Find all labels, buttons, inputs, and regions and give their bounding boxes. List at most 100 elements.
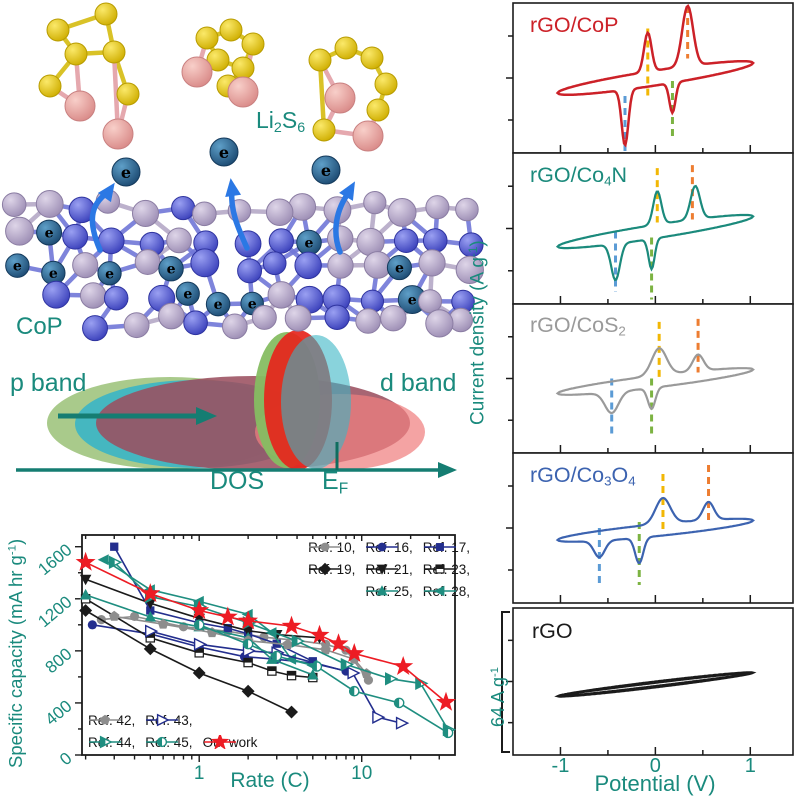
data-point-marker (378, 542, 387, 552)
data-point-marker (192, 666, 206, 680)
data-point-marker (97, 554, 109, 566)
li2s6-cluster (38, 2, 140, 150)
legend-entry: Ref. 21, (365, 562, 412, 577)
data-point-marker (395, 716, 410, 730)
p-atom (158, 302, 185, 330)
data-point-marker (144, 611, 156, 622)
data-point-marker (376, 585, 388, 596)
data-point-marker (100, 736, 106, 748)
p-atom (387, 198, 417, 227)
legend-marker-icon (89, 735, 121, 749)
data-point-marker (394, 698, 400, 708)
data-point-marker (241, 684, 255, 698)
legend-entry: Ref. 23, (423, 562, 470, 577)
y-tick-label: 0 (56, 749, 75, 770)
data-point-marker (435, 565, 444, 569)
electron-sphere (205, 291, 231, 317)
data-point-marker (143, 642, 157, 656)
co-atom (171, 195, 196, 221)
cv-panel-3 (506, 452, 794, 604)
electron-symbol: e (408, 293, 417, 309)
legend-marker-icon (146, 736, 179, 748)
p-atom (72, 252, 99, 279)
sulfur-atom (38, 74, 62, 98)
data-point-marker (79, 588, 92, 600)
legend-entry: Ref. 43, (145, 713, 192, 728)
electron-symbol: e (395, 261, 404, 277)
co-atom (422, 228, 448, 253)
co-atom (103, 285, 129, 311)
data-point-marker (376, 564, 388, 575)
cv-x-tick-label: -1 (552, 755, 570, 777)
legend-row: Ref. 42, Ref. 43, (88, 709, 428, 731)
electron-transfer-arrows: e e e (89, 137, 355, 255)
p-atom (134, 249, 161, 275)
cv-x-tick-label: 1 (745, 755, 756, 777)
p-atom (79, 282, 107, 309)
electron-sphere (175, 281, 200, 306)
data-point-marker (282, 639, 293, 650)
data-point-marker (372, 710, 386, 724)
data-point-marker (157, 737, 163, 747)
legend-marker-icon (89, 714, 121, 725)
data-point-marker (195, 648, 204, 653)
cv-curve (555, 496, 755, 565)
data-point-marker (189, 600, 210, 619)
sulfur-atom (308, 48, 332, 72)
legend-marker-icon (366, 564, 399, 575)
sulfur-atom (374, 72, 398, 96)
p-atom (5, 216, 34, 246)
series-ref-10 (96, 611, 374, 685)
data-point-marker (385, 673, 391, 685)
legend-row: Ref. 44, Ref. 45, Our work (88, 731, 428, 753)
legend-marker-icon (366, 542, 399, 552)
series-our-work (75, 551, 456, 711)
y-tick-label: 400 (42, 696, 76, 729)
x-tick-label: 10 (351, 763, 372, 784)
p-atom (418, 289, 443, 314)
band-structure-diagram (16, 330, 457, 478)
electron-symbol: e (49, 266, 58, 282)
lithium-atom (102, 118, 134, 150)
cop-slab: eee eee ee eee (1, 189, 484, 342)
cv-curve-second-cycle (557, 671, 754, 698)
electron-sphere (5, 253, 30, 278)
electron-sphere (386, 255, 412, 281)
data-point-marker (435, 543, 444, 551)
data-point-marker (157, 713, 171, 727)
lithium-atom (227, 76, 259, 108)
electron-sphere (158, 255, 184, 282)
data-point-marker (307, 669, 319, 680)
p-atom (363, 191, 387, 215)
p-atom (192, 201, 217, 227)
co-atom (190, 248, 220, 278)
rate-chart-xlabel: Rate (C) (230, 769, 310, 792)
electron-symbol: e (105, 266, 114, 282)
legend-entry: Ref. 17, (423, 540, 470, 555)
d-band-label: d band (380, 369, 457, 397)
data-point-marker (443, 728, 449, 738)
fermi-level-label: EF (322, 467, 349, 498)
p-atom (363, 251, 392, 279)
sulfur-atom (312, 118, 336, 142)
data-point-marker (243, 658, 253, 663)
p-atom (131, 199, 160, 227)
data-point-marker (292, 635, 298, 647)
sulfur-atom (116, 82, 140, 106)
data-point-marker (79, 604, 93, 617)
co-atom (393, 228, 419, 253)
cv-panel-4 (506, 607, 794, 756)
legend-marker-icon (203, 735, 236, 749)
data-point-marker (285, 705, 298, 719)
legend-marker-icon (366, 585, 399, 596)
data-point-marker (157, 618, 169, 629)
y-tick-label: 1200 (34, 592, 75, 631)
data-point-marker (109, 610, 120, 621)
data-point-marker (347, 666, 361, 680)
sulfur-atom (231, 56, 255, 80)
legend-entry: Ref. 16, (365, 540, 412, 555)
band-ellipse (281, 335, 351, 469)
p-atom (288, 193, 317, 221)
p-atom (123, 312, 150, 339)
